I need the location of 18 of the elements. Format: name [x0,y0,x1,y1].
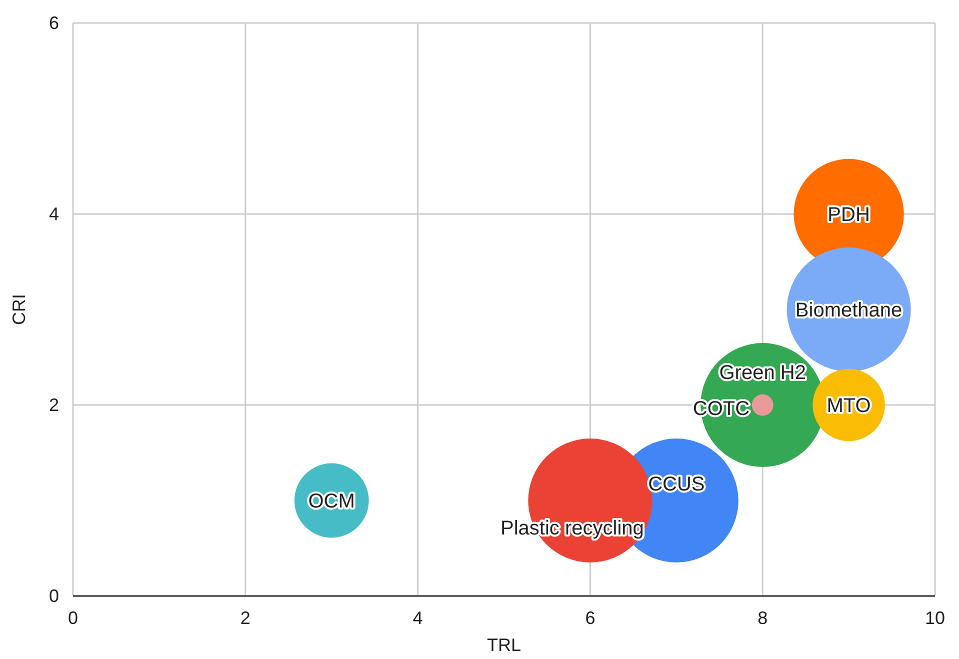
x-axis-title: TRL [486,635,522,655]
x-tick-label: 2 [240,608,250,628]
x-tick-label: 10 [924,608,946,628]
series-label: OCM [308,490,355,512]
series-label: CCUS [648,474,705,496]
x-tick-label: 6 [585,608,596,628]
series-label: MTO [826,395,871,417]
y-tick-label: 0 [48,586,59,606]
y-tick-label: 4 [48,204,59,224]
x-tick-label: 0 [68,608,78,628]
x-tick-label: 4 [412,608,423,628]
y-tick-label: 2 [48,395,59,415]
series-label: Green H2 [719,362,806,384]
series-label: PDH [828,204,870,226]
y-axis-title: CRI [9,294,29,325]
y-tick-label: 6 [48,13,59,33]
x-tick-label: 8 [758,608,768,628]
series-label: Biomethane [795,300,902,322]
